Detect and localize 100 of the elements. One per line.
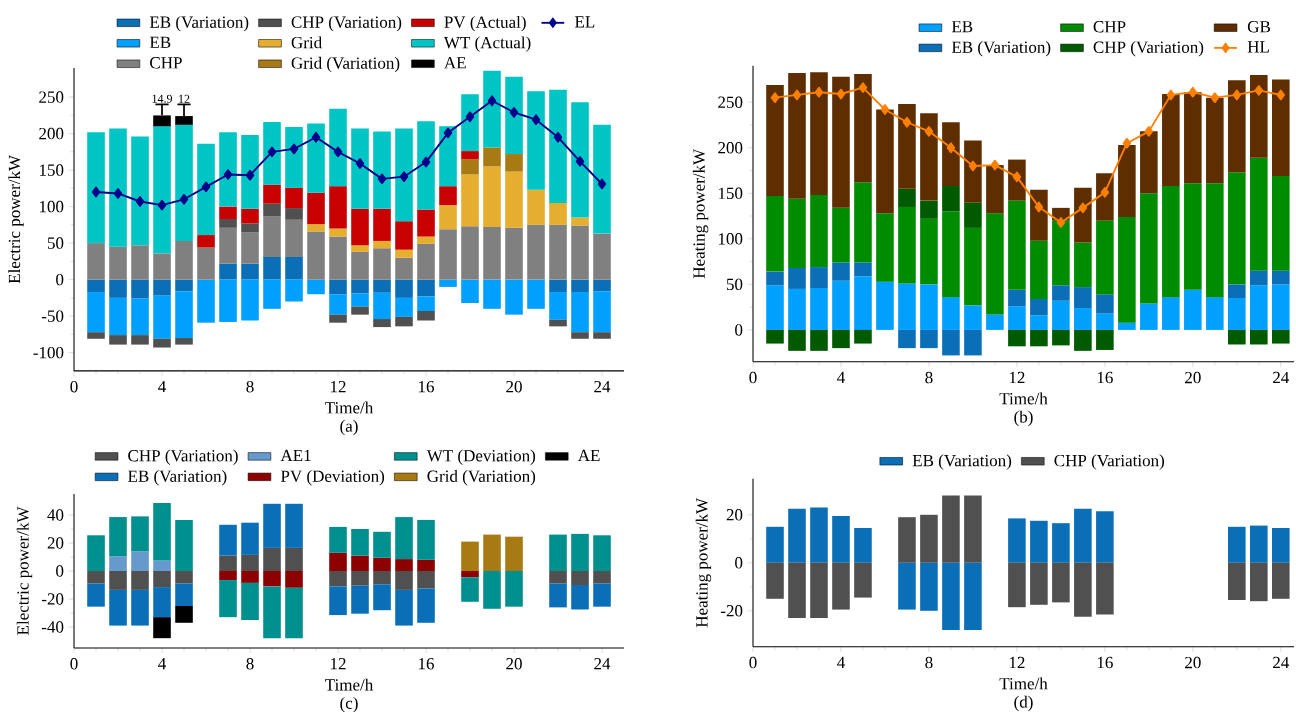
bar: [329, 186, 347, 229]
point: [1078, 202, 1088, 214]
bar: [241, 582, 259, 620]
bar: [131, 335, 149, 345]
bar: [527, 279, 545, 309]
point: [858, 82, 868, 93]
bar: [197, 235, 215, 248]
bar: [219, 580, 237, 618]
bar: [417, 588, 435, 623]
bar: [417, 209, 435, 237]
bar: [307, 123, 325, 193]
bar: [373, 292, 391, 320]
y-tick-label: 0: [56, 565, 64, 577]
bar: [395, 249, 413, 258]
bar: [549, 279, 567, 293]
bar: [373, 240, 391, 249]
bar: [329, 279, 347, 295]
legend-label: CHP (Variation): [1093, 41, 1204, 57]
bar: [854, 276, 872, 330]
bar: [854, 527, 872, 563]
bar: [439, 186, 457, 206]
point: [355, 158, 365, 169]
bar: [307, 231, 325, 280]
bar: [175, 605, 193, 623]
bar: [549, 534, 567, 571]
point: [1254, 85, 1264, 96]
bar: [351, 528, 369, 556]
bar: [483, 70, 501, 148]
bar: [1096, 294, 1114, 314]
bar: [153, 253, 171, 280]
bar: [285, 256, 303, 280]
bar: [505, 570, 523, 607]
bar: [395, 257, 413, 280]
bar: [788, 329, 806, 351]
bar: [810, 507, 828, 563]
bar: [571, 102, 589, 218]
y-axis-title: Heating power/kW: [692, 148, 709, 279]
bar: [351, 251, 369, 280]
bar: [241, 522, 259, 555]
bar: [395, 297, 413, 317]
point: [135, 196, 145, 207]
bar: [153, 295, 171, 339]
bar: [417, 236, 435, 244]
x-tick-label: 4: [837, 371, 845, 384]
bar: [439, 126, 457, 187]
point: [179, 193, 189, 205]
bar: [1074, 287, 1092, 309]
bar: [263, 547, 281, 571]
bar: [439, 205, 457, 230]
legend-label: AE: [577, 449, 600, 462]
bar: [593, 233, 611, 280]
bar: [1250, 270, 1268, 286]
bar: [1250, 285, 1268, 330]
bar: [549, 89, 567, 203]
bar: [1162, 186, 1180, 298]
bar: [920, 218, 938, 285]
bar: [942, 211, 960, 298]
point: [1122, 137, 1132, 149]
bar: [854, 182, 872, 263]
point: [1232, 89, 1242, 101]
bar: [175, 291, 193, 339]
point: [377, 173, 387, 185]
x-tick-label: 24: [1273, 656, 1290, 669]
bar: [263, 503, 281, 548]
bar: [109, 556, 127, 571]
bar: [1206, 297, 1224, 330]
bar: [505, 76, 523, 155]
point: [443, 127, 453, 139]
bar: [788, 73, 806, 199]
bar: [219, 206, 237, 220]
bar: [87, 332, 105, 339]
x-axis-title: Time/h: [999, 392, 1048, 405]
bar: [131, 136, 149, 246]
bar: [109, 297, 127, 336]
y-axis-title: Electric power/kW: [8, 154, 24, 284]
x-tick-label: 4: [837, 656, 845, 669]
bar: [832, 207, 850, 263]
point: [814, 86, 824, 98]
x-tick-label: 24: [594, 380, 611, 393]
y-tick-label: 250: [718, 96, 743, 108]
bar: [898, 562, 916, 610]
bar: [1228, 298, 1246, 330]
y-tick-label: -40: [41, 621, 64, 633]
bar: [810, 329, 828, 351]
bar: [395, 570, 413, 590]
bar: [1030, 240, 1048, 299]
bar: [942, 297, 960, 330]
bar: [285, 547, 303, 571]
x-tick-label: 12: [330, 658, 346, 670]
legend-label: EB (Variation): [128, 469, 227, 486]
bar: [593, 332, 611, 339]
bar: [1074, 242, 1092, 288]
x-tick-label: 8: [246, 658, 254, 670]
bar: [461, 577, 479, 602]
bar: [153, 587, 171, 618]
bar: [571, 217, 589, 226]
bar: [986, 165, 1004, 214]
bar: [593, 583, 611, 607]
y-tick-label: 40: [47, 509, 64, 521]
bar: [832, 562, 850, 610]
